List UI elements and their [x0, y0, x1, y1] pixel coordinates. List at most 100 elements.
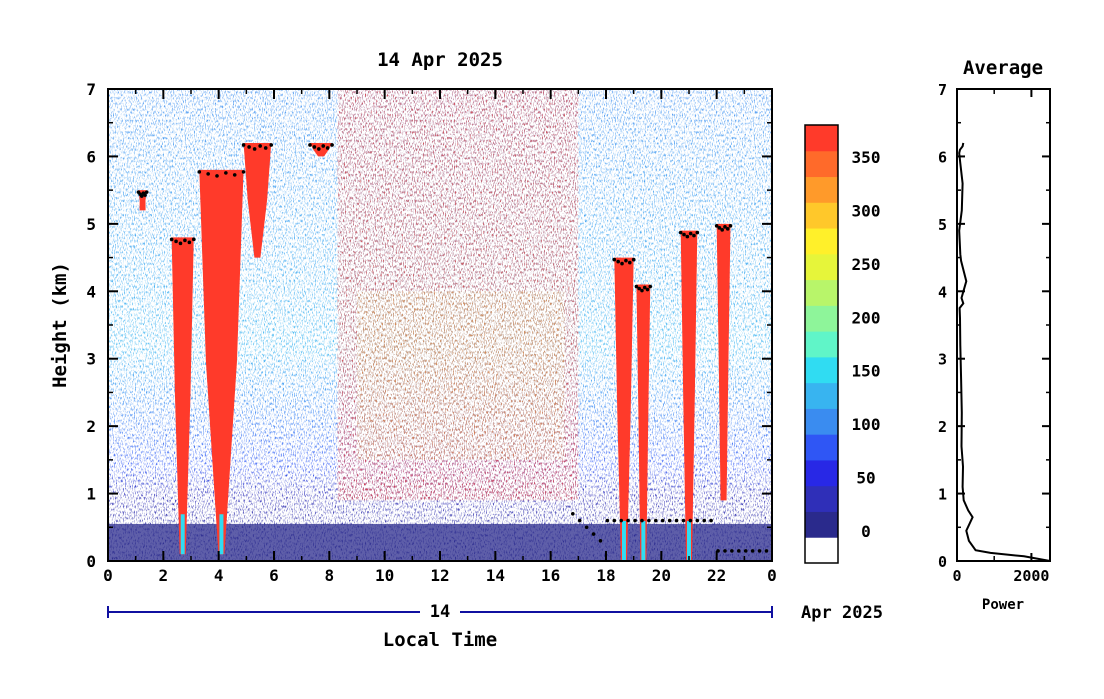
cloud-top-marker	[692, 233, 696, 238]
cloud-top-marker	[648, 284, 653, 289]
colorbar-tick-label: 250	[852, 255, 881, 274]
cloud-top-marker	[685, 234, 690, 239]
side-y-tick-label: 2	[938, 418, 947, 436]
cloud-top-marker	[634, 284, 639, 289]
colorbar-segment	[805, 331, 838, 358]
cloud-top-marker	[143, 193, 147, 197]
colorbar-tick-label: 0	[861, 522, 871, 541]
y-tick-label: 6	[86, 147, 96, 166]
cloud-top-marker	[325, 146, 330, 150]
cloud-top-marker	[720, 228, 724, 232]
rain-shaft-7	[687, 521, 691, 561]
y-tick-label: 3	[86, 350, 96, 369]
rain-shaft-6	[641, 521, 646, 561]
cloud-top-marker	[224, 171, 228, 175]
cloud-top-marker	[183, 238, 187, 243]
cloud-echo-5	[614, 257, 634, 561]
cloud-top-marker	[312, 145, 317, 149]
x-tick-label: 16	[541, 566, 560, 585]
cloud-top-marker	[642, 285, 647, 290]
colorbar-segment	[805, 202, 838, 229]
cloud-top-marker	[169, 237, 174, 242]
cloud-top-marker	[178, 241, 183, 246]
colorbar-segment	[805, 356, 838, 384]
side-y-tick-label: 4	[938, 283, 947, 301]
y-tick-label: 5	[86, 215, 96, 234]
cloud-top-marker	[308, 143, 312, 147]
cloud-top-marker	[191, 237, 196, 242]
cloud-top-marker	[252, 147, 257, 151]
cloud-top-marker	[717, 226, 722, 230]
side-y-tick-label: 0	[938, 553, 947, 571]
cloud-top-marker	[139, 194, 144, 198]
colorbar-segment	[805, 125, 838, 152]
rain-shaft-0	[180, 514, 185, 555]
cloud-top-marker	[197, 170, 202, 174]
cloud-top-marker	[258, 144, 262, 148]
x-tick-label: 0	[103, 566, 113, 585]
colorbar-segment	[805, 537, 838, 564]
cloud-echo-2	[243, 142, 272, 258]
cloud-top-marker	[187, 240, 192, 245]
colorbar-tick-label: 300	[852, 201, 881, 220]
cloud-echo-6	[636, 284, 651, 561]
x-tick-label: 12	[430, 566, 449, 585]
cloud-top-marker	[678, 230, 683, 235]
colorbar-segment	[805, 459, 838, 487]
cloud-top-marker	[688, 231, 693, 236]
cloud-top-marker	[714, 224, 719, 228]
colorbar-tick-label: 50	[856, 469, 875, 488]
colorbar-segment	[805, 228, 838, 255]
y-tick-label: 1	[86, 485, 96, 504]
colorbar-tick-label: 150	[852, 362, 881, 381]
cloud-top-marker	[269, 143, 274, 147]
cloud-top-marker	[232, 173, 237, 177]
colorbar: 0 50 100 150 200 250 300 350	[804, 124, 881, 564]
x-axis-label: Local Time	[383, 629, 497, 651]
average-power-profile	[958, 142, 1051, 562]
x-tick-label: 0	[767, 566, 777, 585]
y-axis-label: Height (km)	[49, 262, 71, 388]
colorbar-segment	[805, 279, 838, 306]
colorbar-segment	[805, 305, 838, 332]
x-tick-label: 6	[269, 566, 279, 585]
colorbar-tick-label: 100	[852, 415, 881, 434]
cloud-top-marker	[616, 259, 620, 264]
cloud-top-marker	[640, 288, 644, 293]
x-tick-label: 14	[486, 566, 505, 585]
x-tick-label: 2	[159, 566, 169, 585]
rain-shaft-5	[621, 521, 626, 561]
cloud-top-marker	[695, 230, 700, 235]
cloud-top-marker	[317, 147, 321, 151]
date-bar-day: 14	[430, 602, 450, 622]
colorbar-segment	[805, 150, 838, 178]
side-frame	[956, 88, 1051, 562]
side-y-tick-label: 1	[938, 486, 947, 504]
x-tick-label: 10	[375, 566, 394, 585]
date-bar: 14 Apr 2025	[107, 602, 883, 623]
cloud-top-marker	[612, 257, 617, 262]
cloud-echo-0	[171, 237, 194, 555]
x-tick-label: 20	[652, 566, 671, 585]
cloud-top-marker	[247, 145, 251, 149]
cloud-top-marker	[144, 190, 149, 194]
cloud-top-marker	[241, 143, 246, 147]
y-tick-label: 4	[86, 282, 96, 301]
cloud-top-marker	[631, 257, 636, 262]
cloud-echo-1	[199, 169, 244, 555]
x-tick-label: 18	[596, 566, 615, 585]
x-tick-label: 8	[325, 566, 335, 585]
side-y-tick-label: 6	[938, 148, 947, 166]
colorbar-segment	[805, 253, 838, 281]
side-x-tick-label: 2000	[1013, 567, 1049, 585]
boundary-layer-markers	[571, 512, 769, 553]
cloud-top-marker	[728, 224, 733, 228]
main-title: 14 Apr 2025	[377, 49, 503, 71]
side-axes: 0 1 2 3 4 5 6 7 0 2000	[938, 81, 1051, 585]
cloud-echo-7	[680, 230, 698, 561]
heatmap-area	[108, 89, 772, 561]
rain-shaft-1	[219, 514, 224, 555]
cloud-top-marker	[174, 239, 178, 244]
side-y-tick-label: 5	[938, 216, 947, 234]
